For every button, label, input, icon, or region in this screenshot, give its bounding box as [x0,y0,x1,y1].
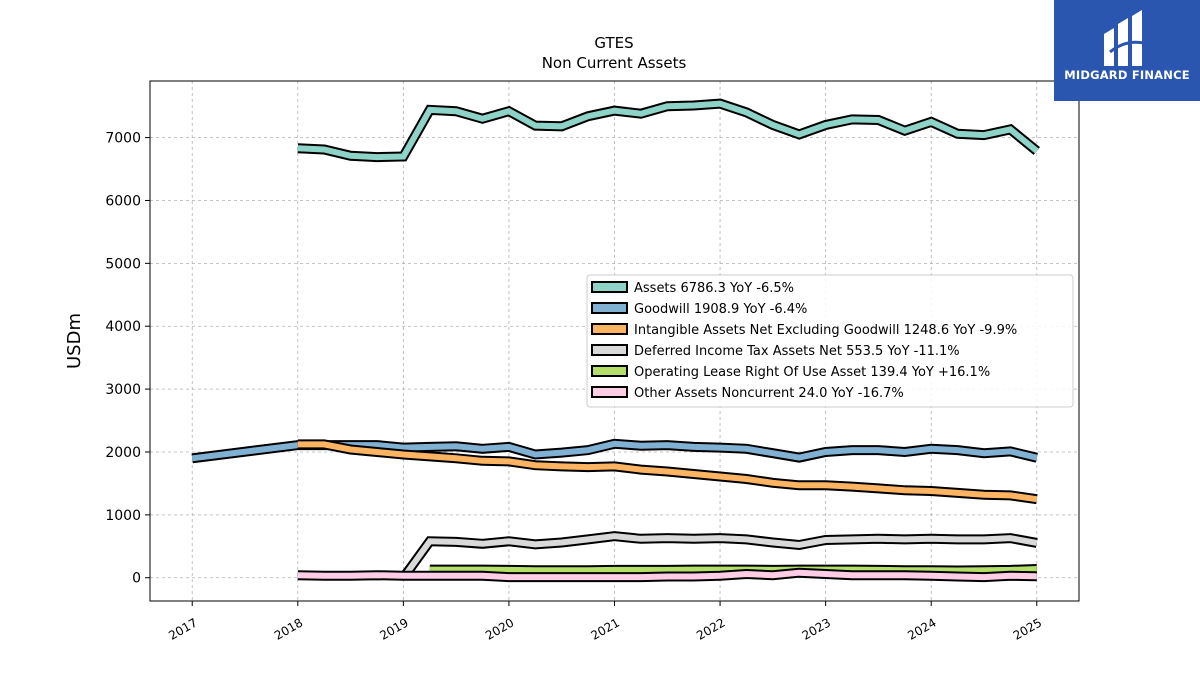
y-tick-label: 0 [132,571,141,587]
legend-swatch-3 [591,344,628,356]
chart-subtitle: Non Current Assets [542,54,687,72]
legend-label-4: Operating Lease Right Of Use Asset 139.4… [634,365,990,380]
x-tick-label: 2025 [1011,615,1044,642]
x-tick-label: 2023 [800,615,833,642]
y-tick-label: 5000 [105,256,141,272]
chart-title: GTES [594,34,633,52]
x-tick-label: 2017 [166,615,199,642]
y-tick-label: 1000 [105,508,141,524]
legend-swatch-5 [591,386,628,398]
x-tick-label: 2018 [272,615,305,642]
x-tick-label: 2020 [483,615,516,642]
series-line-4 [429,566,1037,574]
legend-swatch-2 [591,323,628,335]
legend-label-2: Intangible Assets Net Excluding Goodwill… [634,323,1017,338]
legend-box [586,274,1074,408]
legend-swatch-0 [591,281,628,293]
legend: Assets 6786.3 YoY -6.5% Goodwill 1908.9 Y… [586,274,1074,408]
y-tick-label: 6000 [105,193,141,209]
x-tick-label: 2019 [377,615,410,642]
x-tick-label: 2024 [905,615,938,642]
series-line-2 [297,441,1038,503]
series-line-1 [191,440,1038,462]
x-tick-label: 2022 [694,615,727,642]
y-axis-label: USDm [64,313,85,369]
y-tick-label: 4000 [105,319,141,335]
legend-label-3: Deferred Income Tax Assets Net 553.5 YoY… [634,344,960,359]
x-tick-label: 2021 [589,615,622,642]
series-line-5 [297,569,1037,581]
legend-label-5: Other Assets Noncurrent 24.0 YoY -16.7% [634,386,904,401]
y-tick-label: 3000 [105,382,141,398]
series-line-0 [297,100,1039,161]
legend-label-1: Goodwill 1908.9 YoY -6.4% [634,302,807,317]
y-tick-label: 2000 [105,445,141,461]
y-tick-label: 7000 [105,131,141,147]
legend-swatch-4 [591,365,628,377]
series-line-3 [400,533,1038,580]
brand-mark-icon [1104,10,1149,66]
legend-label-0: Assets 6786.3 YoY -6.5% [634,281,794,296]
brand-logo: MIDGARD FINANCE [1054,0,1200,101]
brand-name: MIDGARD FINANCE [1064,68,1190,82]
legend-swatch-1 [591,302,628,314]
